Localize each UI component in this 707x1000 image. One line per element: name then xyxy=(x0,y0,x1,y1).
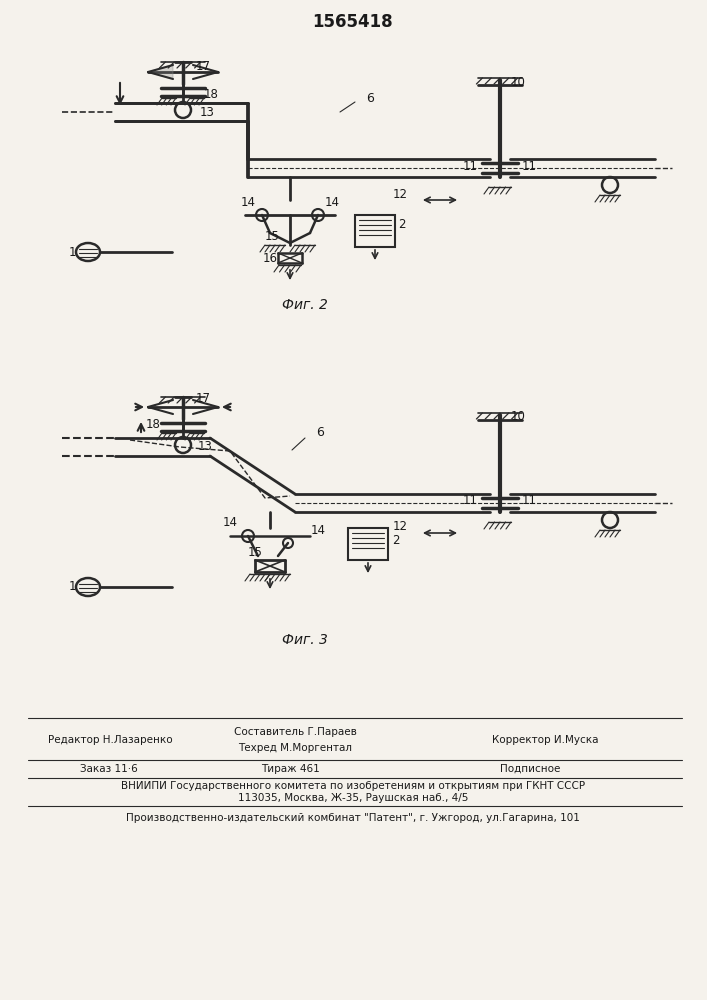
Text: Корректор И.Муска: Корректор И.Муска xyxy=(492,735,598,745)
Text: 10: 10 xyxy=(510,410,525,424)
Text: 11: 11 xyxy=(463,494,478,508)
Text: 14: 14 xyxy=(240,196,255,210)
Text: 2: 2 xyxy=(398,219,406,232)
Text: 2: 2 xyxy=(392,534,399,548)
Text: 13: 13 xyxy=(197,440,212,454)
Text: 14: 14 xyxy=(325,196,339,210)
Text: Техред М.Моргентал: Техред М.Моргентал xyxy=(238,743,352,753)
Text: 14: 14 xyxy=(310,524,325,536)
Text: 17: 17 xyxy=(196,60,211,73)
Text: 16: 16 xyxy=(262,252,278,265)
Text: Фиг. 2: Фиг. 2 xyxy=(282,298,328,312)
Text: 18: 18 xyxy=(146,418,160,432)
Text: Производственно-издательский комбинат "Патент", г. Ужгород, ул.Гагарина, 101: Производственно-издательский комбинат "П… xyxy=(126,813,580,823)
Text: 13: 13 xyxy=(199,105,214,118)
Text: Составитель Г.Параев: Составитель Г.Параев xyxy=(233,727,356,737)
Bar xyxy=(355,215,395,247)
Text: 10: 10 xyxy=(510,76,525,89)
Text: 17: 17 xyxy=(196,391,211,404)
Text: 12: 12 xyxy=(392,520,407,534)
Text: Заказ 11·6: Заказ 11·6 xyxy=(80,764,138,774)
Text: 11: 11 xyxy=(522,159,537,172)
Text: ВНИИПИ Государственного комитета по изобретениям и открытиям при ГКНТ СССР: ВНИИПИ Государственного комитета по изоб… xyxy=(121,781,585,791)
Text: 11: 11 xyxy=(522,494,537,508)
Text: Подписное: Подписное xyxy=(500,764,560,774)
Text: 15: 15 xyxy=(264,231,279,243)
Text: 12: 12 xyxy=(392,188,407,202)
Text: 6: 6 xyxy=(316,426,324,440)
Text: 18: 18 xyxy=(204,89,218,102)
Text: 1565418: 1565418 xyxy=(312,13,393,31)
Text: 6: 6 xyxy=(366,92,374,104)
Text: 1: 1 xyxy=(69,580,76,593)
Text: Тираж 461: Тираж 461 xyxy=(261,764,320,774)
Bar xyxy=(348,528,388,560)
Text: Фиг. 3: Фиг. 3 xyxy=(282,633,328,647)
Polygon shape xyxy=(148,65,173,79)
Text: 11: 11 xyxy=(463,159,478,172)
Text: 113035, Москва, Ж-35, Раушская наб., 4/5: 113035, Москва, Ж-35, Раушская наб., 4/5 xyxy=(238,793,468,803)
Text: 1: 1 xyxy=(69,245,76,258)
Text: 14: 14 xyxy=(223,516,238,530)
Text: 15: 15 xyxy=(247,546,262,560)
Text: Редактор Н.Лазаренко: Редактор Н.Лазаренко xyxy=(47,735,173,745)
